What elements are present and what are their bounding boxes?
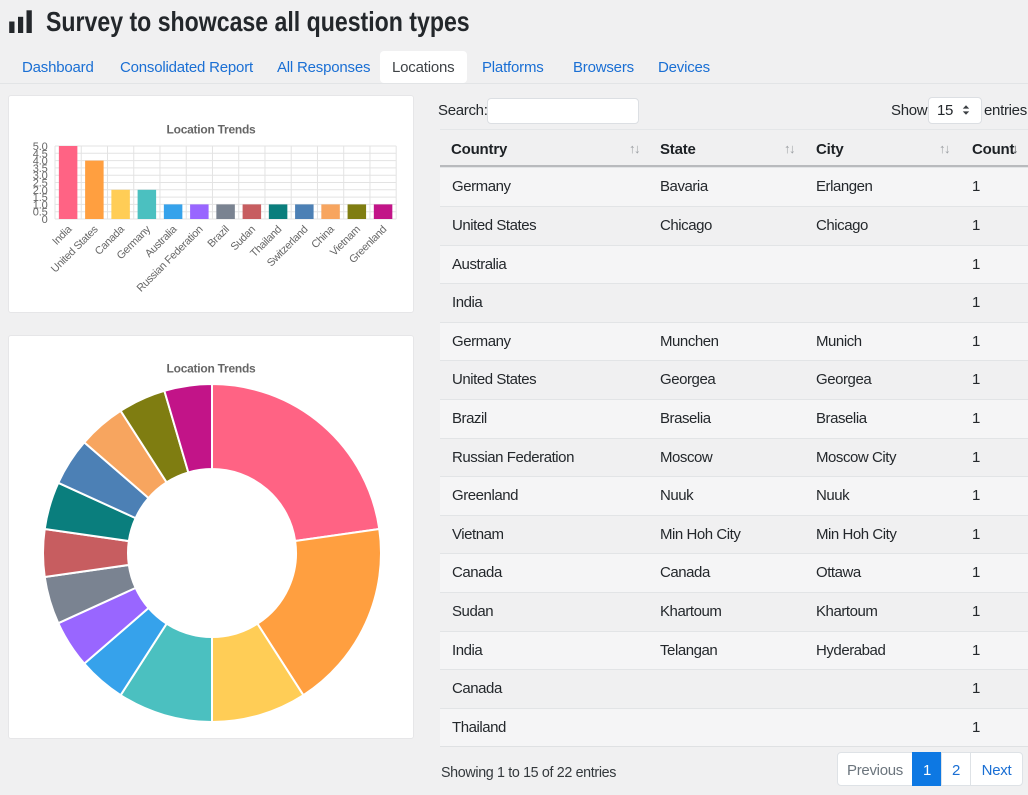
svg-text:5.0: 5.0 bbox=[33, 141, 48, 153]
svg-text:Location Trends: Location Trends bbox=[167, 362, 257, 376]
svg-text:Brazil: Brazil bbox=[205, 224, 231, 250]
svg-text:3.5: 3.5 bbox=[33, 163, 48, 175]
svg-text:0.5: 0.5 bbox=[33, 207, 48, 219]
svg-text:4.0: 4.0 bbox=[33, 156, 48, 168]
svg-text:2.0: 2.0 bbox=[33, 185, 48, 197]
svg-text:Location Trends: Location Trends bbox=[167, 123, 257, 137]
svg-text:1.5: 1.5 bbox=[33, 192, 48, 204]
svg-text:3.0: 3.0 bbox=[33, 170, 48, 182]
svg-text:4.5: 4.5 bbox=[33, 148, 48, 160]
svg-text:1.0: 1.0 bbox=[33, 199, 48, 211]
svg-text:2.5: 2.5 bbox=[33, 178, 48, 190]
svg-text:0: 0 bbox=[42, 214, 48, 226]
